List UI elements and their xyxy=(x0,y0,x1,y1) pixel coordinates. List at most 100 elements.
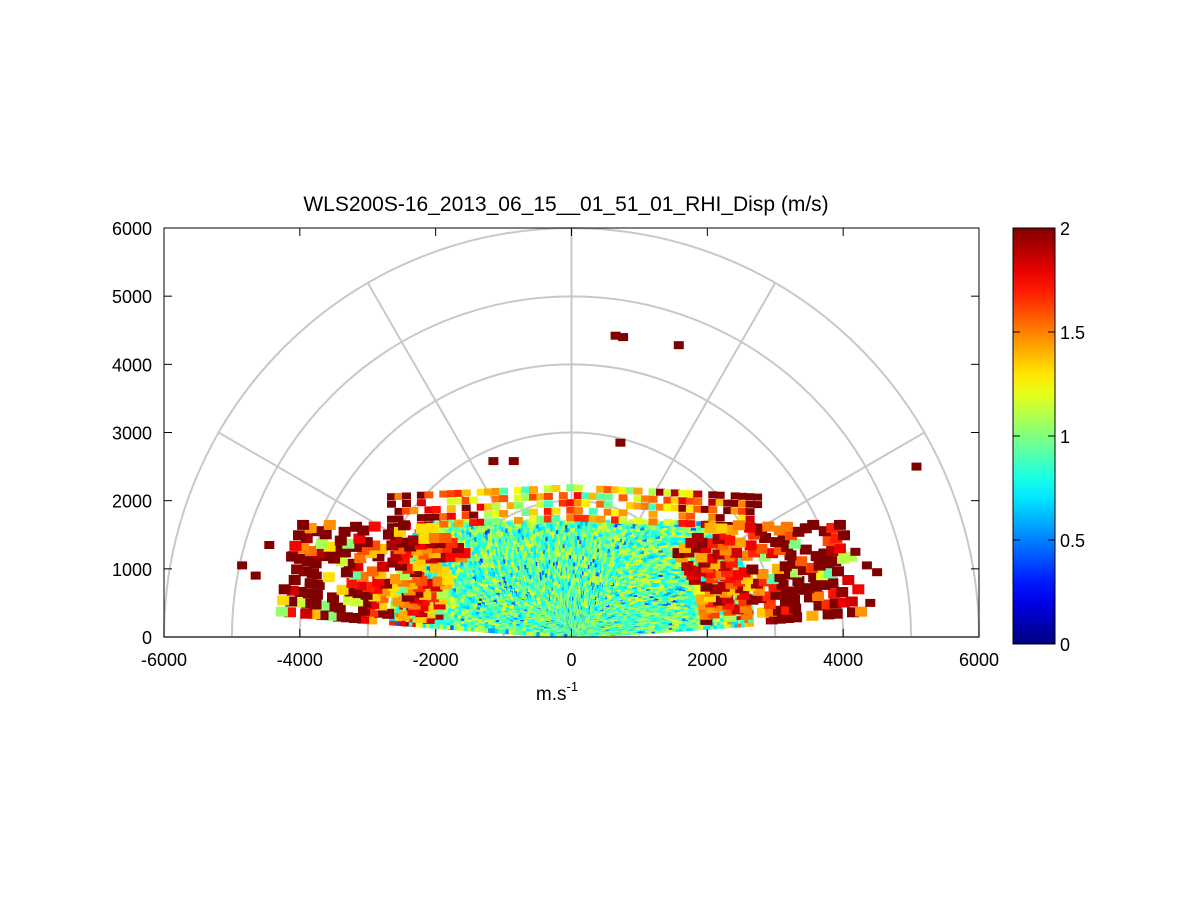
scan-cell xyxy=(688,594,695,600)
scan-cell xyxy=(668,620,675,626)
scan-cell xyxy=(442,525,449,531)
scan-cell xyxy=(467,592,474,597)
scan-cell xyxy=(435,529,442,535)
scan-cell xyxy=(462,575,469,581)
scan-cell xyxy=(680,579,687,585)
scan-cell xyxy=(474,532,481,538)
scan-cell xyxy=(682,585,689,590)
scan-cell xyxy=(698,578,705,583)
scan-cell xyxy=(689,585,696,590)
scan-cell xyxy=(670,525,677,530)
scan-cell xyxy=(474,527,481,533)
scan-cell xyxy=(675,530,681,535)
scan-cell xyxy=(662,543,668,548)
scan-cell xyxy=(452,524,459,530)
scan-cell xyxy=(679,627,685,632)
scan-cell xyxy=(673,583,680,588)
scan-cell xyxy=(667,586,674,591)
scan-cell xyxy=(676,538,683,543)
scan-cell xyxy=(674,612,681,617)
scan-cell xyxy=(463,534,470,540)
scan-cell xyxy=(677,581,683,586)
scan-cell xyxy=(679,600,686,606)
scan-cell xyxy=(671,597,678,603)
scan-cell xyxy=(664,540,671,546)
scan-cell xyxy=(668,601,675,606)
scan-cell xyxy=(473,578,479,583)
scan-cell xyxy=(730,619,737,625)
scan-cell xyxy=(671,613,678,618)
scan-cell xyxy=(706,625,713,630)
scan-cell xyxy=(682,618,689,624)
scan-cell xyxy=(716,617,723,622)
scan-cell xyxy=(475,554,482,559)
scan-cell xyxy=(678,621,685,627)
scan-cell xyxy=(473,595,480,600)
scan-cell xyxy=(683,602,690,607)
scan-cell xyxy=(424,574,431,580)
scan-cell xyxy=(678,584,684,589)
scan-cell xyxy=(720,624,727,629)
scan-cell xyxy=(679,535,686,541)
scan-cell xyxy=(672,580,679,585)
scan-cell xyxy=(676,601,683,607)
scan-cell xyxy=(688,612,695,617)
scan-cell xyxy=(462,519,469,524)
scan-cell xyxy=(680,603,687,608)
scan-cell xyxy=(676,572,683,577)
scan-cell xyxy=(675,617,682,622)
scan-cell xyxy=(677,593,684,598)
scan-cell xyxy=(737,622,744,628)
scan-cell xyxy=(470,583,477,588)
scan-cell xyxy=(476,547,483,552)
scan-cell xyxy=(676,604,683,609)
scan-cell xyxy=(671,615,678,621)
scan-cell xyxy=(682,626,689,632)
scan-cell xyxy=(469,544,476,550)
scan-cell xyxy=(672,625,679,630)
scan-cell xyxy=(684,530,691,536)
scan-cell xyxy=(450,588,456,593)
scan-cell xyxy=(457,588,464,593)
scan-cell xyxy=(737,619,744,624)
scan-cell xyxy=(678,616,685,622)
scan-cell xyxy=(469,576,476,582)
scan-cell xyxy=(734,623,741,628)
scan-cell xyxy=(703,625,710,630)
scan-cell xyxy=(677,609,684,614)
scan-cell xyxy=(467,581,474,586)
scan-cell xyxy=(679,586,685,591)
scan-cell xyxy=(744,622,751,627)
scan-cell xyxy=(669,590,676,596)
scan-cell xyxy=(696,619,703,625)
scan-cell xyxy=(679,589,686,594)
scan-cell xyxy=(673,605,680,610)
scan-cell xyxy=(685,583,692,589)
scan-cell xyxy=(684,610,691,615)
scan-cell xyxy=(735,557,742,562)
scan-cell xyxy=(669,606,676,611)
scan-cell xyxy=(466,594,473,600)
scan-cell xyxy=(457,579,464,584)
scan-cell xyxy=(675,627,682,632)
scan-cell xyxy=(695,608,702,613)
scan-cell xyxy=(412,533,419,538)
scan-cell xyxy=(456,572,463,577)
scan-cell xyxy=(426,571,432,576)
scan-cell xyxy=(675,587,682,593)
scan-cell xyxy=(682,621,689,626)
scan-cell xyxy=(702,530,709,536)
scan-cell xyxy=(675,622,682,627)
scan-cell xyxy=(679,530,686,536)
scan-cell xyxy=(469,527,476,532)
scan-cell xyxy=(674,585,681,590)
scan-cell xyxy=(692,563,699,568)
scan-cell xyxy=(425,563,432,568)
scan-cell xyxy=(432,574,439,579)
scan-cell xyxy=(669,603,676,609)
scan-cell xyxy=(678,611,684,617)
scan-cell xyxy=(452,563,459,568)
scan-cell xyxy=(663,533,669,538)
scan-cell xyxy=(666,592,672,597)
